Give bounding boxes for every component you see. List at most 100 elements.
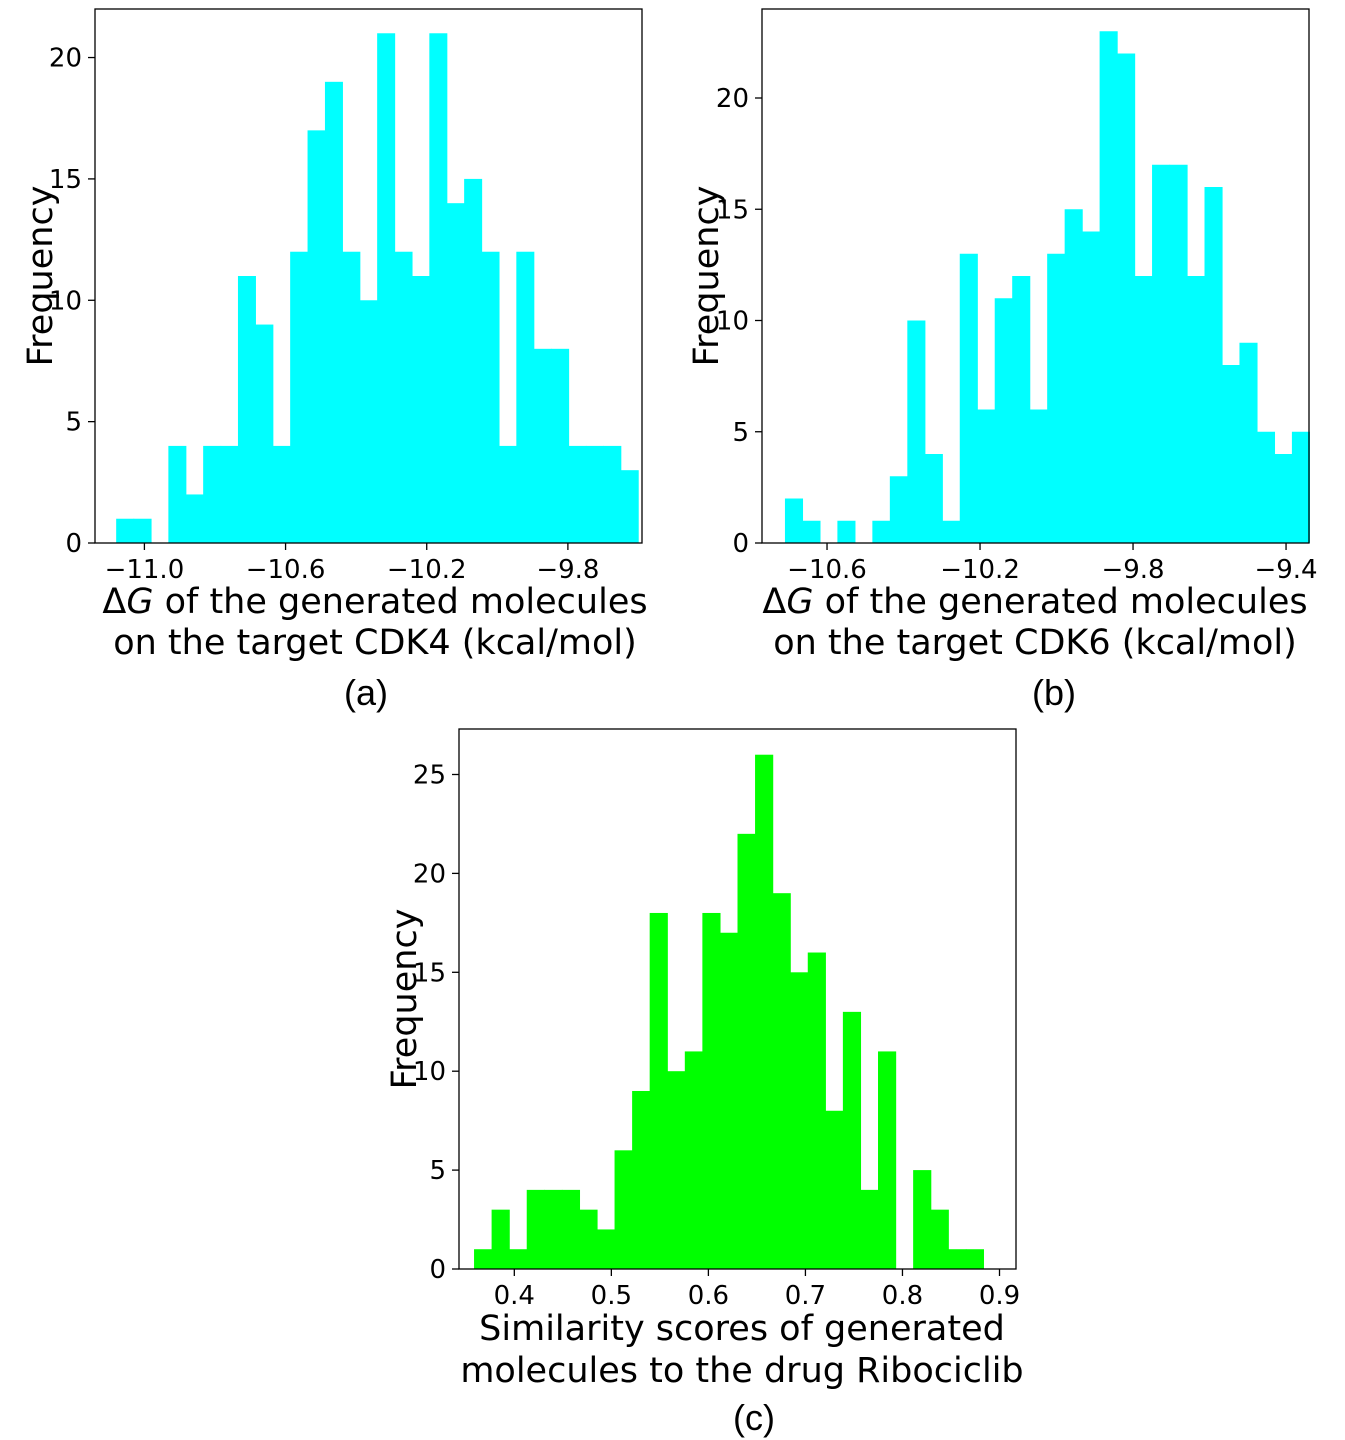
bar (133, 518, 152, 543)
bar (842, 1011, 862, 1269)
bar (684, 1051, 703, 1269)
panel-label: (c) (733, 1397, 775, 1438)
y-tick-label: 0 (732, 529, 749, 559)
bar (491, 1209, 510, 1269)
bar (307, 130, 326, 544)
bar (620, 470, 639, 543)
bar (185, 494, 204, 543)
bar (965, 1249, 984, 1269)
axes-frame (94, 8, 643, 544)
bar (220, 445, 239, 543)
bar (1221, 365, 1241, 543)
y-axis-label: Frequency (687, 186, 727, 367)
bar (872, 520, 891, 543)
bar (1291, 431, 1310, 543)
bar (860, 1189, 879, 1269)
bar (977, 409, 996, 543)
bar (948, 1249, 967, 1269)
bar (913, 1170, 932, 1269)
bar (342, 251, 361, 544)
x-tick-label: 0.7 (785, 1281, 826, 1311)
bar (464, 178, 483, 543)
delta-g-symbol: Δ (102, 582, 126, 622)
bar (394, 251, 413, 544)
bar (1256, 431, 1276, 543)
y-tick-label: 0 (65, 529, 82, 559)
bar (255, 324, 274, 543)
bar (924, 454, 943, 543)
x-tick-label: 0.9 (979, 1281, 1020, 1311)
bar (324, 81, 343, 543)
bar (772, 893, 791, 1269)
bar (614, 1150, 633, 1269)
x-axis-label-line2: on the target CDK4 (kcal/mol) (113, 623, 637, 663)
y-tick-label: 20 (716, 84, 749, 114)
panel-label: (a) (344, 672, 388, 713)
bar (359, 300, 378, 543)
x-tick-label: −9.8 (536, 555, 599, 585)
bar (1187, 276, 1206, 543)
bar (1064, 209, 1083, 543)
bar (889, 476, 908, 543)
y-tick-label: 15 (716, 195, 749, 225)
y-tick-label: 20 (413, 859, 446, 889)
x-axis-label-line1: ΔG of the generated molecules (102, 582, 647, 622)
x-tick-label: −10.2 (387, 555, 467, 585)
x-axis-label-text: of the generated molecules (825, 582, 1308, 622)
bar (837, 520, 856, 543)
bar (474, 1249, 493, 1269)
y-tick-label: 15 (49, 165, 82, 195)
y-tick-label: 0 (429, 1255, 446, 1285)
x-tick-label: 0.5 (591, 1281, 632, 1311)
bar (719, 932, 739, 1269)
bar (579, 1209, 598, 1269)
axes-frame (458, 728, 1017, 1270)
bar (203, 445, 222, 543)
bar (429, 33, 448, 544)
bar (544, 1189, 563, 1269)
x-tick-label: −10.2 (940, 555, 1020, 585)
x-tick-label: −9.4 (1254, 555, 1317, 585)
bar (1029, 409, 1048, 543)
x-axis-label-line2: molecules to the drug Ribociclib (460, 1351, 1023, 1391)
bar (290, 251, 309, 544)
y-tick-label: 25 (413, 760, 446, 790)
bar (649, 912, 668, 1269)
x-tick-label: −10.6 (246, 555, 326, 585)
bar (509, 1249, 528, 1269)
bar (1169, 164, 1188, 543)
y-tick-label: 10 (716, 307, 749, 337)
bar (526, 1189, 545, 1269)
y-tick-label: 20 (49, 44, 82, 74)
bar (1152, 164, 1171, 543)
x-tick-label: −9.8 (1101, 555, 1164, 585)
bar (878, 1051, 897, 1269)
bar (168, 445, 187, 543)
delta-g-variable: G (786, 582, 824, 622)
bar (603, 445, 622, 543)
y-tick-label: 15 (413, 958, 446, 988)
delta-g-symbol: Δ (762, 582, 786, 622)
bar (568, 445, 587, 543)
bar (1082, 231, 1101, 543)
bar (825, 1110, 844, 1269)
bar (994, 298, 1013, 543)
bar (790, 972, 809, 1269)
bar (1239, 342, 1258, 543)
bar (807, 952, 826, 1269)
bar (1047, 253, 1066, 543)
chart-b: 0 5 10 15 20 −10.6 −10.2 −9.8 −9.4 Frequency ΔG of… (687, 8, 1318, 713)
x-tick-label: 0.6 (688, 1281, 729, 1311)
bar (1117, 53, 1136, 543)
bar (533, 348, 552, 543)
bar (1134, 276, 1153, 543)
bar (272, 445, 291, 543)
bar (737, 833, 756, 1269)
x-tick-label: 0.4 (494, 1281, 535, 1311)
x-axis-label-line1: Similarity scores of generated (479, 1309, 1005, 1349)
bar (702, 912, 721, 1269)
bar (1204, 187, 1223, 543)
chart-c: 0 5 10 15 20 25 0.4 0.5 0.6 0.7 0.8 0.9 Frequency Sim… (385, 728, 1024, 1438)
x-tick-label: −11.0 (105, 555, 185, 585)
